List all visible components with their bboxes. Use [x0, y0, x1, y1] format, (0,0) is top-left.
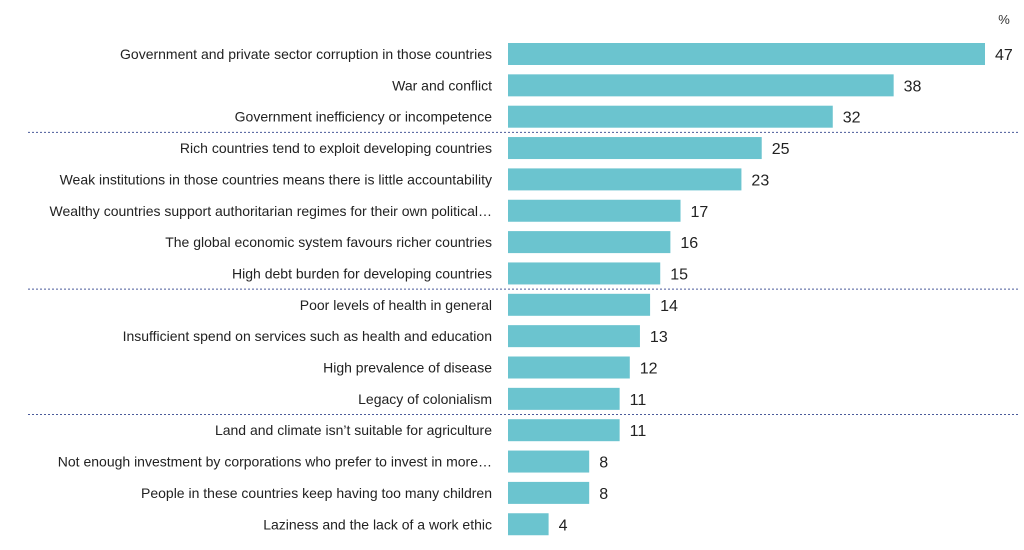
bar: [508, 137, 762, 160]
category-label: Government inefficiency or incompetence: [235, 109, 493, 125]
bar: [508, 513, 549, 536]
value-label: 11: [630, 392, 647, 409]
category-label: High debt burden for developing countrie…: [232, 265, 492, 281]
value-label: 8: [599, 455, 608, 472]
category-label: War and conflict: [392, 77, 492, 93]
bar: [508, 450, 590, 473]
bar: [508, 387, 620, 410]
value-label: 23: [751, 172, 769, 189]
bar: [508, 105, 833, 128]
category-labels: Government and private sector corruption…: [49, 46, 492, 532]
value-label: 13: [650, 329, 668, 346]
category-label: Government and private sector corruption…: [120, 46, 492, 62]
bar: [508, 481, 590, 504]
category-label: Not enough investment by corporations wh…: [58, 454, 492, 470]
bar: [508, 356, 630, 379]
category-label: Wealthy countries support authoritarian …: [49, 203, 492, 219]
bar: [508, 262, 661, 285]
category-label: Legacy of colonialism: [358, 391, 492, 407]
value-label: 17: [691, 204, 709, 221]
category-label: Land and climate isn’t suitable for agri…: [215, 422, 492, 438]
group-separators: [28, 131, 1020, 416]
category-label: High prevalence of disease: [323, 360, 492, 376]
value-label: 16: [680, 235, 698, 252]
category-label: Weak institutions in those countries mea…: [60, 171, 492, 187]
bar: [508, 419, 620, 442]
bar: [508, 199, 681, 222]
bar: [508, 168, 742, 191]
value-label: 15: [670, 266, 688, 283]
category-label: Insufficient spend on services such as h…: [123, 328, 492, 344]
value-label: 25: [772, 141, 790, 158]
value-label: 47: [995, 47, 1013, 64]
value-label: 38: [904, 78, 922, 95]
bars-group: [508, 43, 985, 536]
category-label: People in these countries keep having to…: [141, 485, 492, 501]
unit-label: %: [998, 12, 1010, 27]
bar: [508, 293, 651, 316]
value-label: 4: [559, 517, 568, 534]
value-label: 12: [640, 361, 658, 378]
category-label: Rich countries tend to exploit developin…: [180, 140, 492, 156]
bar: [508, 325, 640, 348]
value-label: 14: [660, 298, 678, 315]
category-label: Laziness and the lack of a work ethic: [263, 516, 492, 532]
bar: [508, 231, 671, 254]
bar: [508, 43, 985, 65]
value-label: 32: [843, 110, 861, 127]
category-label: Poor levels of health in general: [300, 297, 492, 313]
value-label: 8: [599, 486, 608, 503]
value-label: 11: [630, 423, 647, 440]
bar: [508, 74, 894, 97]
category-label: The global economic system favours riche…: [165, 234, 492, 250]
